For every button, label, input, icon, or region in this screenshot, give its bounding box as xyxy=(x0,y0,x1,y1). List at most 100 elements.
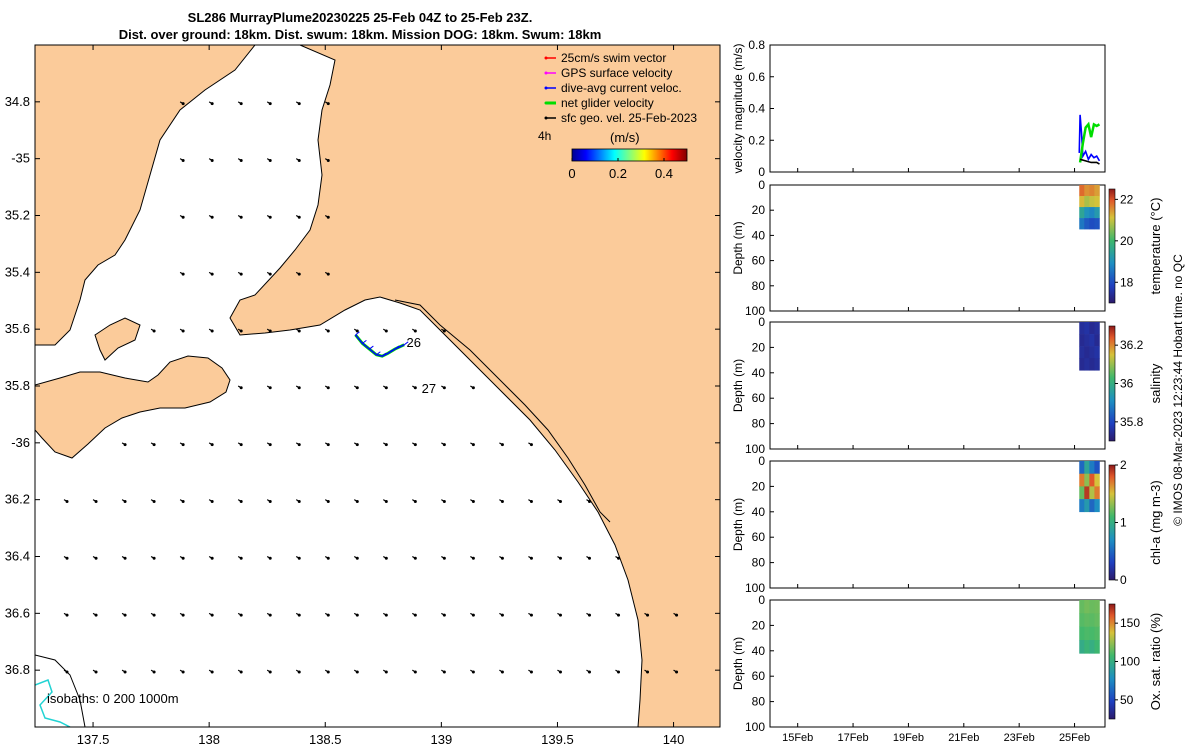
geo-vector-head xyxy=(326,613,330,617)
colorbar-tick-label: 0.2 xyxy=(609,166,627,181)
panel-y-tick-label: 0 xyxy=(758,178,765,192)
geo-vector-head xyxy=(326,670,330,674)
legend-label: dive-avg current veloc. xyxy=(561,81,682,95)
map-y-tick-label: 35.6 xyxy=(5,321,30,336)
temperature-panel: 0 20 40 60 80 100 Depth (m) 22 20 18 temperature (… xyxy=(731,178,1163,318)
geo-vector-head xyxy=(123,613,127,617)
geo-vector-head xyxy=(529,613,533,617)
geo-vector-head xyxy=(587,499,591,503)
time-axis-label: 21Feb xyxy=(948,732,979,744)
map-x-tick-label: 138.5 xyxy=(309,732,342,747)
profile-cell xyxy=(1089,185,1095,197)
geo-vector-head xyxy=(646,670,650,674)
geo-vector-head xyxy=(239,499,243,503)
geo-vector-head xyxy=(471,443,475,447)
current-vector xyxy=(362,339,367,344)
geo-vector-head xyxy=(558,556,562,560)
legend-label: 25cm/s swim vector xyxy=(561,51,666,65)
geo-vector-head xyxy=(268,215,272,219)
geo-vector-head xyxy=(123,670,127,674)
geo-vector-head xyxy=(326,215,330,219)
geo-vector-head xyxy=(181,556,185,560)
panel-colorbar-tick-label: 36.2 xyxy=(1120,338,1144,352)
profile-cell xyxy=(1084,185,1090,197)
profile-cell xyxy=(1079,196,1085,208)
profile-cell xyxy=(1084,499,1090,513)
oxygen-panel: 0 20 40 60 80 100 Depth (m) 150 100 50 Ox. sat. ra… xyxy=(731,593,1163,744)
geo-vector-head xyxy=(355,386,359,390)
geo-vector-head xyxy=(94,499,98,503)
geo-vector-head xyxy=(587,613,591,617)
geo-vector-head xyxy=(500,670,504,674)
map-y-tick-label: 35.4 xyxy=(5,264,30,279)
current-vector xyxy=(355,331,360,336)
panel-colorbar-tick-label: 50 xyxy=(1120,693,1134,707)
profile-cell xyxy=(1079,640,1085,654)
geo-vector-head xyxy=(384,386,388,390)
geo-vector-head xyxy=(355,613,359,617)
geo-vector-head xyxy=(384,670,388,674)
map-x-tick-label: 139.5 xyxy=(541,732,574,747)
panel-y-tick-label: 80 xyxy=(752,695,766,709)
legend-label: sfc geo. vel. 25-Feb-2023 xyxy=(561,111,697,125)
geo-vector-head xyxy=(239,386,243,390)
geo-vector-head xyxy=(529,443,533,447)
geo-vector-head xyxy=(413,329,417,333)
geo-vector-head xyxy=(384,443,388,447)
geo-vector-head xyxy=(500,556,504,560)
geo-vector-head xyxy=(326,556,330,560)
geo-vector-head xyxy=(239,443,243,447)
geo-vector-head xyxy=(558,613,562,617)
legend-swatch-dot xyxy=(544,56,548,60)
geo-vector-head xyxy=(239,670,243,674)
surface-geostrophic-vectors xyxy=(63,101,679,674)
geo-vector-head xyxy=(413,613,417,617)
geo-vector-head xyxy=(181,499,185,503)
geo-vector-head xyxy=(239,556,243,560)
geo-vector-head xyxy=(65,556,69,560)
geo-vector-head xyxy=(181,670,185,674)
map-x-tick-label: 138 xyxy=(198,732,220,747)
salinity-panel: 0 20 40 60 80 100 Depth (m) 36.2 36 35.8 salinity xyxy=(731,315,1163,456)
panel-colorbar-tick-label: 18 xyxy=(1120,275,1134,289)
geo-vector-head xyxy=(181,272,185,276)
chlorophyll-panel: 0 20 40 60 80 100 Depth (m) 2 1 0 chl-a (mg m-3) xyxy=(731,454,1163,595)
geo-vector-head xyxy=(239,329,243,333)
profile-cell xyxy=(1084,473,1090,487)
profile-cell xyxy=(1089,640,1095,654)
panel-frame xyxy=(769,44,1106,173)
time-axis-label: 15Feb xyxy=(782,732,813,744)
map-y-tick-label: 36.2 xyxy=(5,492,30,507)
panel-y-tick-label: 80 xyxy=(752,556,766,570)
geo-vector-head xyxy=(326,499,330,503)
geo-vector-head xyxy=(617,556,621,560)
legend-label: GPS surface velocity xyxy=(561,66,672,80)
panel-y-tick-label: 0.4 xyxy=(748,102,765,116)
time-axis-label: 19Feb xyxy=(893,732,924,744)
geo-vector-head xyxy=(123,499,127,503)
profile-cell xyxy=(1094,218,1100,230)
dive-avg-current-track xyxy=(354,334,405,357)
profile-cell xyxy=(1079,207,1085,219)
colorbar-tick-label: 0 xyxy=(568,166,575,181)
profile-cell xyxy=(1094,613,1100,627)
geo-vector-head xyxy=(210,272,214,276)
panel-colorbar-tick-label: 22 xyxy=(1120,192,1134,206)
track-day-label: 26 xyxy=(407,335,421,350)
panel-y-tick-label: 0.2 xyxy=(748,133,765,147)
geo-vector-head xyxy=(326,272,330,276)
profile-cell xyxy=(1089,358,1095,371)
geo-vector-head xyxy=(210,443,214,447)
coorong-lagoon xyxy=(394,299,611,523)
profile-cell xyxy=(1089,499,1095,513)
geo-vector-head xyxy=(413,386,417,390)
track-day-label: 27 xyxy=(422,381,436,396)
geo-vector-head xyxy=(210,329,214,333)
isobaths-label: isobaths: 0 200 1000m xyxy=(47,691,179,706)
profile-cell xyxy=(1094,461,1100,474)
geo-vector-head xyxy=(210,499,214,503)
geo-vector-head xyxy=(529,556,533,560)
panel-y-tick-label: 60 xyxy=(752,530,766,544)
geo-vector-head xyxy=(94,670,98,674)
profile-cell xyxy=(1094,196,1100,208)
